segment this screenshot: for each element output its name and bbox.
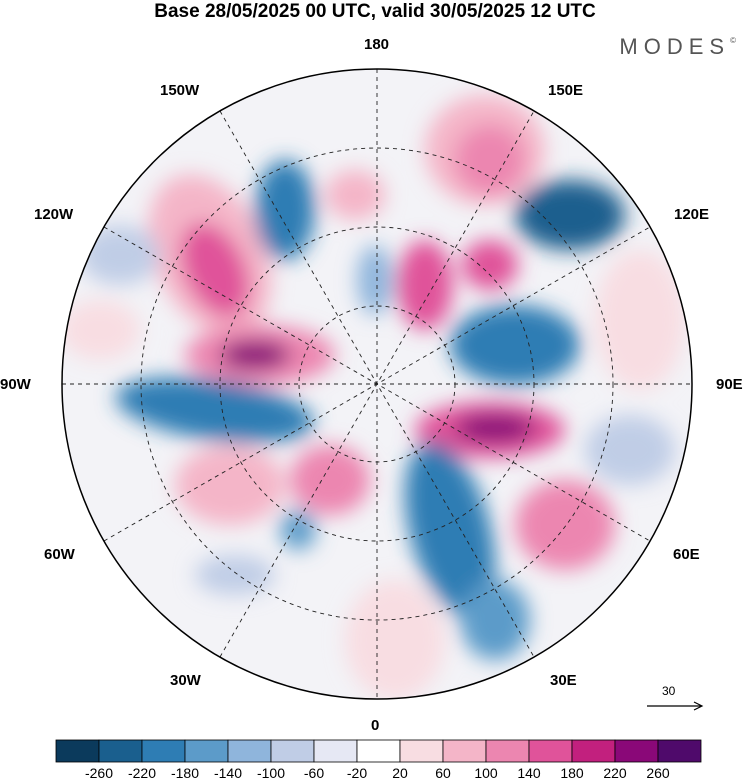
colorbar-swatch [614, 739, 659, 763]
lon-label-120w: 120W [34, 206, 74, 223]
colorbar-swatch [528, 739, 573, 763]
colorbar-tick-label: 260 [646, 765, 670, 781]
colorbar-tick-label: 140 [517, 765, 541, 781]
lon-label-180: 180 [364, 36, 390, 53]
colorbar-swatch [227, 739, 272, 763]
colorbar-swatch [141, 739, 186, 763]
lon-label-30e: 30E [550, 672, 577, 689]
colorbar-tick-label: 100 [474, 765, 498, 781]
colorbar-tick-label: 60 [435, 765, 451, 781]
lon-label-90w: 90W [0, 376, 31, 393]
colorbar-tick-label: -260 [84, 765, 114, 781]
graticule [62, 69, 692, 699]
colorbar-tick-label: -140 [213, 765, 243, 781]
brand-logo: MODES© [619, 34, 736, 59]
colorbar-swatch [55, 739, 100, 763]
lon-label-0: 0 [371, 717, 380, 734]
colorbar-tick-label: -180 [170, 765, 200, 781]
reference-vector-arrow-icon [647, 701, 704, 711]
lon-label-30w: 30W [170, 672, 201, 689]
anomaly-field [62, 69, 692, 699]
colorbar-tick-label: 180 [560, 765, 584, 781]
colorbar-swatch [270, 739, 315, 763]
colorbar-swatch [571, 739, 616, 763]
colorbar-swatch [657, 739, 702, 763]
colorbar-tick-label: -60 [303, 765, 325, 781]
colorbar-swatch [399, 739, 444, 763]
colorbar-tick-label: 220 [603, 765, 627, 781]
lon-label-150e: 150E [548, 82, 584, 99]
colorbar-swatch [313, 739, 358, 763]
page-title: Base 28/05/2025 00 UTC, valid 30/05/2025… [154, 1, 596, 22]
brand-mark: © [730, 36, 736, 45]
colorbar-swatch [442, 739, 487, 763]
colorbar-swatch [98, 739, 143, 763]
lon-label-60w: 60W [44, 546, 75, 563]
lon-label-120e: 120E [674, 206, 710, 223]
lon-label-150w: 150W [160, 82, 200, 99]
colorbar-swatch [184, 739, 229, 763]
colorbar-tick-label: 20 [392, 765, 408, 781]
colorbar-tick-label: -100 [256, 765, 286, 781]
colorbar-tick-label: -220 [127, 765, 157, 781]
colorbar-swatch [356, 739, 401, 763]
colorbar [55, 739, 702, 763]
colorbar-swatch [485, 739, 530, 763]
map-boundary [61, 68, 693, 700]
lon-label-90e: 90E [716, 376, 743, 393]
colorbar-tick-label: -20 [346, 765, 368, 781]
reference-vector-label: 30 [662, 684, 676, 698]
lon-label-60e: 60E [673, 546, 700, 563]
